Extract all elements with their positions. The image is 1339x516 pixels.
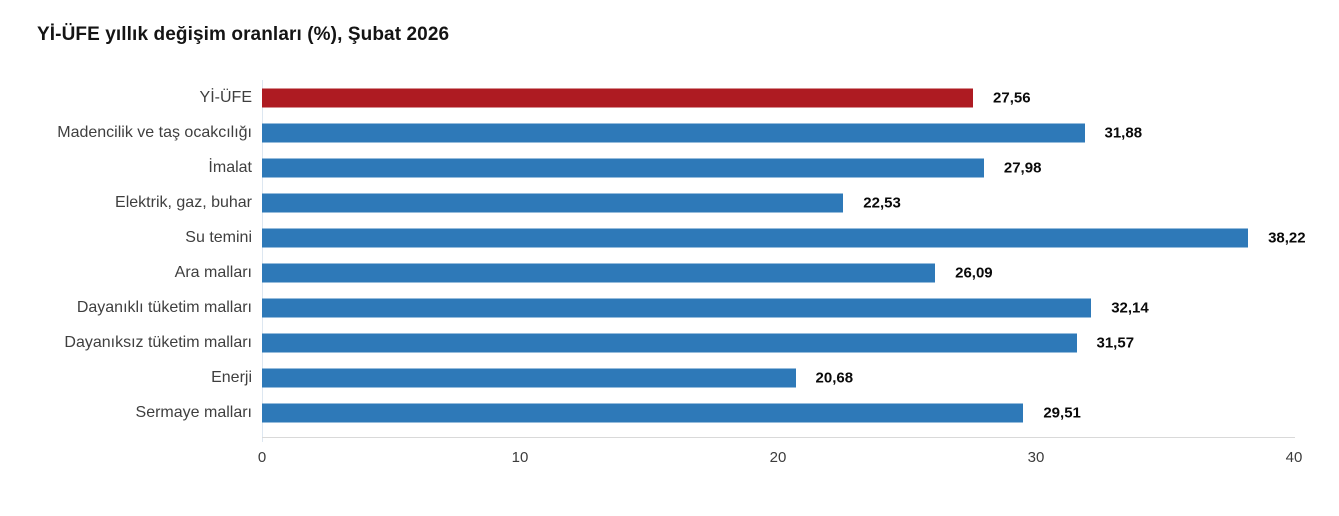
bar[interactable] [262, 403, 1024, 423]
bar[interactable] [262, 228, 1249, 248]
bar-row: Dayanıksız tüketim malları 31,57 [0, 326, 1339, 361]
x-axis-tick-label: 0 [257, 449, 267, 466]
value-label: 27,56 [993, 89, 1031, 107]
x-axis-tick-label: 10 [511, 449, 529, 466]
bar-rows: Yİ-ÜFE 27,56 Madencilik ve taş ocakcılığ… [0, 80, 1339, 431]
bar-track: 31,57 [262, 326, 1294, 361]
bar-track: 29,51 [262, 396, 1294, 431]
category-label: Dayanıklı tüketim malları [76, 299, 252, 317]
bar-row: Sermaye malları 29,51 [0, 396, 1339, 431]
y-axis-line [262, 80, 263, 442]
x-axis-tick-label: 20 [769, 449, 787, 466]
bar-track: 32,14 [262, 291, 1294, 326]
bar-track: 20,68 [262, 361, 1294, 396]
bar[interactable] [262, 333, 1077, 353]
bar[interactable] [262, 123, 1085, 143]
bar-track: 22,53 [262, 185, 1294, 220]
category-label: Madencilik ve taş ocakcılığı [57, 123, 252, 141]
bar-row: Madencilik ve taş ocakcılığı 31,88 [0, 115, 1339, 150]
category-label: Sermaye malları [135, 404, 252, 422]
value-label: 29,51 [1043, 404, 1081, 422]
category-label: Ara malları [174, 264, 252, 282]
bar[interactable] [262, 263, 936, 283]
value-label: 31,88 [1104, 124, 1143, 142]
x-axis-tick-label: 30 [1027, 449, 1045, 466]
bar-row: Elektrik, gaz, buhar 22,53 [0, 185, 1339, 220]
bar-row: Dayanıklı tüketim malları 32,14 [0, 291, 1339, 326]
category-label: Elektrik, gaz, buhar [115, 193, 252, 211]
value-label: 32,14 [1111, 299, 1149, 317]
bar-row: Su temini 38,22 [0, 220, 1339, 255]
bar-track: 27,56 [262, 80, 1294, 115]
chart-title: Yİ-ÜFE yıllık değişim oranları (%), Şuba… [37, 24, 450, 45]
value-label: 31,57 [1096, 334, 1135, 352]
bar-track: 31,88 [262, 115, 1294, 150]
bar[interactable] [262, 88, 974, 108]
bar-track: 26,09 [262, 255, 1294, 290]
bar-row: Ara malları 26,09 [0, 255, 1339, 290]
value-label: 22,53 [863, 194, 901, 212]
x-axis-tick-labels: 0 10 20 30 40 [258, 449, 1303, 469]
value-label: 20,68 [815, 369, 854, 387]
bar[interactable] [262, 298, 1092, 318]
x-axis-tick-label: 40 [1285, 449, 1303, 466]
value-label: 27,98 [1003, 159, 1042, 177]
bar-track: 27,98 [262, 150, 1294, 185]
bar-row: İmalat 27,98 [0, 150, 1339, 185]
category-label: Yİ-ÜFE [199, 88, 252, 106]
bar[interactable] [262, 368, 796, 388]
category-label: Dayanıksız tüketim malları [64, 334, 252, 352]
value-label: 38,22 [1268, 229, 1306, 247]
bar-track: 38,22 [262, 220, 1306, 255]
bar-row: Yİ-ÜFE 27,56 [0, 80, 1339, 115]
bar[interactable] [262, 193, 844, 213]
value-label: 26,09 [955, 264, 993, 282]
category-label: İmalat [208, 158, 252, 176]
category-label: Su temini [185, 228, 252, 246]
bar[interactable] [262, 158, 984, 178]
x-axis-line [262, 437, 1295, 438]
category-label: Enerji [211, 369, 252, 387]
bar-row: Enerji 20,68 [0, 361, 1339, 396]
